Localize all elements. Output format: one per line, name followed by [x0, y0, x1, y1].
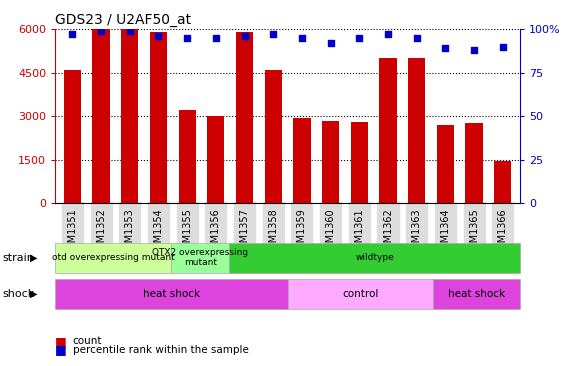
Point [498, 44, 507, 49]
Point [412, 35, 421, 41]
Point [297, 35, 307, 41]
Text: percentile rank within the sample: percentile rank within the sample [73, 344, 249, 355]
Text: heat shock: heat shock [448, 289, 505, 299]
Point [182, 35, 192, 41]
Bar [322, 120, 339, 203]
Bar [207, 116, 224, 203]
Bar [437, 125, 454, 203]
Bar [408, 58, 425, 203]
Text: ■: ■ [55, 343, 67, 356]
Bar [494, 161, 511, 203]
Bar [351, 122, 368, 203]
Bar [178, 111, 196, 203]
Text: ▶: ▶ [30, 289, 37, 299]
Bar [121, 29, 138, 203]
Text: count: count [73, 336, 102, 346]
Text: heat shock: heat shock [143, 289, 200, 299]
Text: otd overexpressing mutant: otd overexpressing mutant [52, 253, 175, 262]
Text: OTX2 overexpressing
mutant: OTX2 overexpressing mutant [152, 248, 249, 268]
Point [354, 35, 364, 41]
Point [441, 45, 450, 51]
Point [268, 31, 278, 37]
Point [383, 31, 393, 37]
Point [125, 28, 134, 34]
Point [96, 28, 106, 34]
Text: strain: strain [3, 253, 35, 263]
Text: shock: shock [3, 289, 35, 299]
Bar [293, 117, 311, 203]
Text: ▶: ▶ [30, 253, 37, 263]
Bar [465, 123, 483, 203]
Text: control: control [342, 289, 378, 299]
Point [68, 31, 77, 37]
Text: wildtype: wildtype [356, 253, 394, 262]
Point [469, 47, 479, 53]
Bar [236, 32, 253, 203]
Point [240, 33, 249, 39]
Point [154, 33, 163, 39]
Bar [64, 70, 81, 203]
Bar [264, 70, 282, 203]
Bar [379, 58, 397, 203]
Point [211, 35, 221, 41]
Text: ■: ■ [55, 335, 67, 348]
Bar [150, 32, 167, 203]
Bar [92, 29, 110, 203]
Point [326, 40, 335, 46]
Text: GDS23 / U2AF50_at: GDS23 / U2AF50_at [55, 13, 191, 27]
